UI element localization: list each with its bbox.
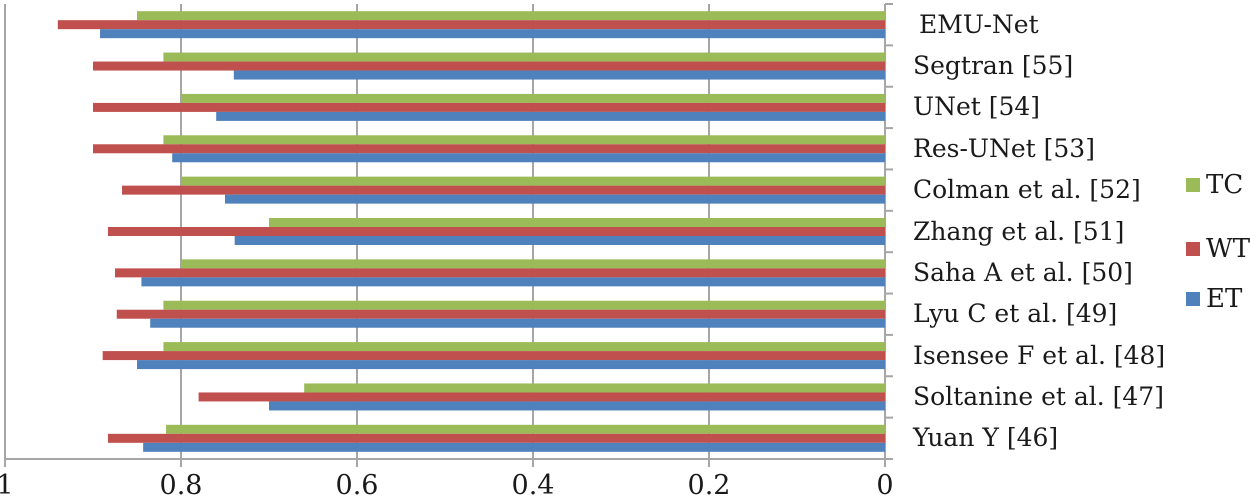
- category-label: Lyu C et al. [49]: [913, 299, 1118, 329]
- bar-et: [233, 70, 886, 80]
- bar-wt: [57, 20, 886, 30]
- bar-et: [100, 29, 886, 39]
- bar-wt: [115, 268, 885, 278]
- bar-tc: [166, 424, 886, 434]
- x-tick-label: 0.6: [335, 470, 379, 501]
- bar-tc: [137, 11, 885, 21]
- bar-et: [269, 401, 885, 411]
- bar-tc: [163, 135, 885, 145]
- bar-wt: [93, 144, 885, 154]
- x-tick-label: 0.2: [687, 470, 731, 501]
- bar-et: [141, 277, 885, 287]
- x-tick-label: 1: [0, 470, 14, 501]
- bar-tc: [163, 52, 885, 62]
- bar-wt: [93, 102, 885, 112]
- category-label: Zhang et al. [51]: [913, 216, 1125, 246]
- legend-label: ET: [1206, 284, 1243, 314]
- bar-et: [225, 194, 885, 204]
- x-tick-label: 0.8: [159, 470, 203, 501]
- bar-tc: [269, 218, 885, 227]
- x-tick-label: 0: [876, 470, 894, 501]
- bar-wt: [93, 61, 885, 71]
- category-label: Yuan Y [46]: [913, 423, 1059, 453]
- legend-swatch-et: [1186, 292, 1200, 306]
- bar-wt: [102, 351, 886, 361]
- legend-label: WT: [1206, 234, 1250, 264]
- legend-item-et: ET: [1186, 284, 1242, 314]
- bar-et: [137, 360, 885, 370]
- category-label: Soltanine et al. [47]: [913, 381, 1164, 411]
- category-label: Colman et al. [52]: [913, 175, 1141, 205]
- x-tick-label: 0.4: [511, 470, 555, 501]
- bar-tc: [163, 342, 885, 352]
- legend-swatch-tc: [1186, 178, 1200, 192]
- bar-wt: [198, 392, 886, 402]
- bar-et: [234, 236, 885, 245]
- category-label: EMU-Net: [919, 9, 1039, 39]
- category-label: Res-UNet [53]: [913, 133, 1095, 163]
- legend-label: TC: [1206, 170, 1244, 200]
- bar-et: [172, 153, 885, 163]
- bar-et: [143, 442, 885, 452]
- bar-et: [216, 111, 885, 121]
- bar-tc: [181, 176, 885, 186]
- category-label: Saha A et al. [50]: [913, 257, 1133, 287]
- bar-tc: [181, 93, 885, 103]
- legend-item-wt: WT: [1186, 234, 1250, 264]
- bar-wt: [107, 227, 885, 236]
- bar-tc: [181, 259, 885, 269]
- category-label: UNet [54]: [913, 92, 1041, 122]
- bar-wt: [122, 185, 886, 195]
- bar-tc: [304, 383, 885, 393]
- bar-tc: [163, 300, 885, 310]
- bar-et: [150, 318, 885, 328]
- legend-item-tc: TC: [1186, 170, 1243, 200]
- category-label: Segtran [55]: [913, 51, 1074, 81]
- bar-wt: [116, 309, 885, 319]
- legend-swatch-wt: [1186, 242, 1200, 256]
- bar-wt: [107, 433, 885, 443]
- category-label: Isensee F et al. [48]: [913, 340, 1166, 370]
